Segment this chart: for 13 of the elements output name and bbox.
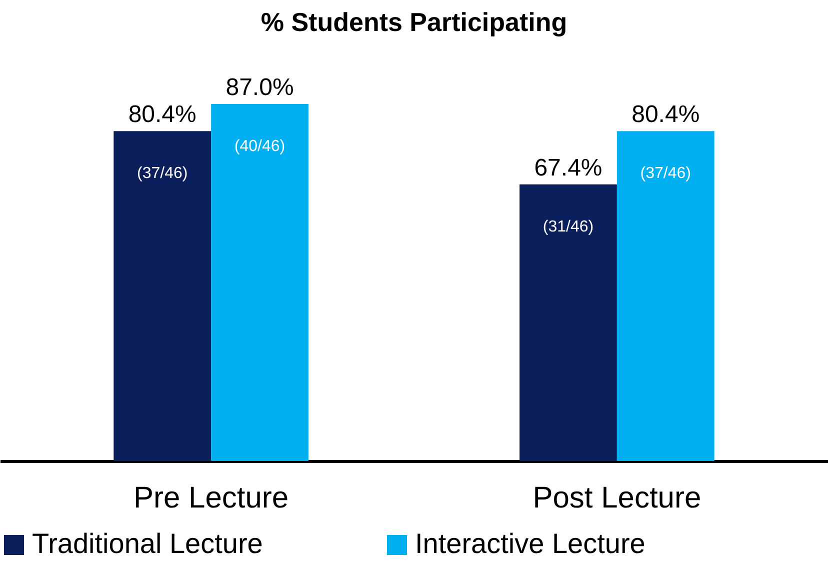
chart-title: % Students Participating	[260, 7, 568, 37]
annotation: (37/46)	[137, 165, 188, 182]
data-label: 80.4%	[128, 101, 196, 128]
data-label: 80.4%	[632, 101, 700, 128]
annotation: (37/46)	[640, 165, 691, 182]
legend-label: Traditional Lecture	[32, 528, 263, 559]
data-label: 87.0%	[226, 74, 294, 101]
annotation: (40/46)	[234, 138, 286, 155]
x-tick-label: Post Lecture	[532, 482, 702, 514]
data-label: 67.4%	[534, 154, 602, 182]
annotation: (31/46)	[542, 218, 594, 236]
legend-label: Interactive Lecture	[415, 528, 646, 559]
x-tick-label: Pre Lecture	[134, 482, 289, 514]
